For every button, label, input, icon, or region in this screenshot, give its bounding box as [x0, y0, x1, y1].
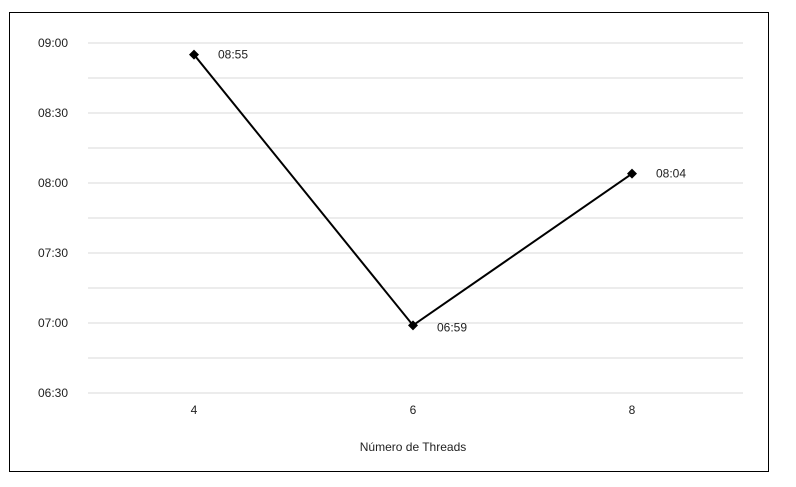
y-tick-label: 06:30 — [38, 386, 68, 400]
series-group — [189, 49, 637, 331]
chart-frame — [9, 12, 769, 472]
y-tick-label: 09:00 — [38, 36, 68, 50]
data-point-marker — [408, 320, 418, 331]
x-tick-labels: 4 6 8 — [191, 403, 636, 417]
data-label: 08:04 — [656, 167, 686, 181]
data-point-marker — [627, 168, 637, 179]
y-tick-label: 08:30 — [38, 106, 68, 120]
data-label: 08:55 — [218, 48, 248, 62]
x-tick-label: 6 — [410, 403, 417, 417]
x-axis-title: Número de Threads — [360, 440, 467, 454]
data-point-marker — [189, 49, 199, 60]
y-tick-label: 08:00 — [38, 176, 68, 190]
gridlines — [88, 42, 743, 394]
data-label: 06:59 — [437, 320, 467, 334]
y-tick-label: 07:00 — [38, 316, 68, 330]
y-tick-labels: 06:30 07:00 07:30 08:00 08:30 09:00 — [38, 36, 68, 400]
x-tick-label: 8 — [629, 403, 636, 417]
x-tick-label: 4 — [191, 403, 198, 417]
series-line — [193, 54, 633, 327]
y-tick-label: 07:30 — [38, 246, 68, 260]
data-labels: 08:55 06:59 08:04 — [218, 48, 686, 335]
